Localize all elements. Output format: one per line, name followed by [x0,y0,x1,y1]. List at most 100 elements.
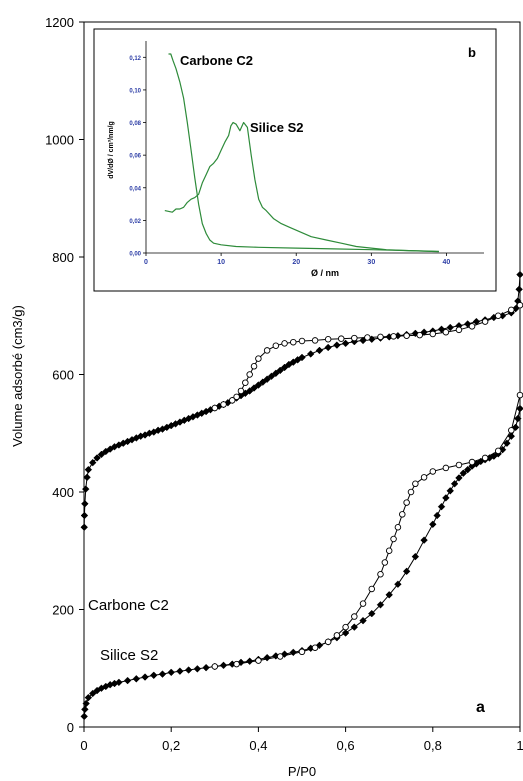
main-point [245,657,254,665]
main-point [255,657,262,664]
main-point [368,585,376,593]
main-point [508,427,515,434]
main-point [237,387,245,395]
main-point [267,372,276,381]
main-point [324,638,332,646]
main-point [220,401,227,408]
inset-x-tick-label: 10 [217,259,225,266]
main-point [446,487,454,495]
main-point [412,480,419,488]
main-point [433,511,441,520]
inset-x-tick-label: 30 [367,259,375,266]
main-point [385,547,393,555]
main-point [158,670,167,678]
main-point [350,623,359,631]
main-point [245,387,254,395]
main-point [276,653,284,660]
main-point [115,678,123,687]
inset-annotation-carbone: Carbone C2 [180,53,253,68]
main-point [515,285,523,294]
main-point [394,580,402,588]
main-point [516,301,523,309]
main-point [298,353,306,362]
main-point [377,333,384,341]
main-annotation-carbone: Carbone C2 [88,597,169,614]
main-point [298,337,306,345]
main-y-tick-label: 1200 [45,15,74,30]
inset-y-tick-label: 0,10 [129,88,141,94]
inset-x-tick-label: 20 [292,259,300,266]
main-point [324,336,332,343]
main-point [463,465,472,474]
inset-x-tick-label: 0 [144,259,148,266]
main-point [254,381,263,389]
main-point [276,366,284,375]
main-point [80,712,88,721]
main-point [237,658,245,667]
main-point [341,629,350,637]
main-point [80,511,89,520]
main-y-tick-label: 600 [52,368,74,383]
main-point [516,404,523,413]
main-point [228,397,236,404]
main-point [82,699,90,708]
main-x-tick-label: 0,6 [337,738,355,753]
main-y-axis-label: Volume adsorbé (cm3/g) [10,305,25,447]
main-point [280,363,289,372]
main-point [311,337,319,344]
inset-y-tick-label: 0,00 [129,252,141,258]
main-point [351,334,358,342]
main-point [290,338,297,346]
main-point [364,334,371,341]
main-x-axis-label: P/P0 [288,764,316,779]
main-point [272,342,280,349]
main-point [88,689,97,698]
main-point [359,616,367,625]
main-point [442,494,450,502]
main-point [250,384,258,392]
main-x-tick-label: 0,4 [249,738,267,753]
main-point [337,335,345,342]
main-point [81,485,90,493]
main-point [255,355,262,362]
main-point [263,653,271,662]
main-point [407,488,415,496]
main-y-tick-label: 200 [52,603,74,618]
main-point [298,648,306,656]
inset-y-axis-label: dV/dØ / cm³/nm/g [108,121,115,179]
main-point [385,591,393,599]
main-series-line-3 [214,394,521,667]
main-point [167,668,175,677]
main-panel-label: a [476,699,485,716]
main-point [411,552,420,561]
main-point [341,339,350,348]
main-point [508,306,515,314]
inset-frame [93,28,497,292]
inset-plot: 0 10 20 30 40 0,00 0,02 0,04 0,06 0,08 0,10 0,12 Ø… [93,28,497,292]
main-point [259,378,267,386]
main-point [468,323,476,330]
main-point [233,660,240,668]
main-point [81,705,89,714]
main-point [202,663,210,672]
main-point [351,613,358,620]
inset-y-tick-label: 0,06 [129,154,141,160]
main-point [263,375,271,383]
inset-y-tick-label: 0,04 [129,186,141,192]
main-point [80,523,88,532]
main-point [281,340,288,347]
main-point [416,331,423,339]
main-series-line-0 [83,274,521,528]
main-point [503,439,511,447]
main-point [184,666,193,674]
main-x-axis: 0 0,2 0,4 0,6 0,8 1 [80,727,523,753]
main-point [481,318,489,325]
main-x-tick-label: 0,2 [162,738,180,753]
main-point [429,468,437,475]
main-point [272,369,280,378]
inset-panel-label: b [468,45,476,60]
main-point [368,609,376,618]
main-point [429,520,437,529]
